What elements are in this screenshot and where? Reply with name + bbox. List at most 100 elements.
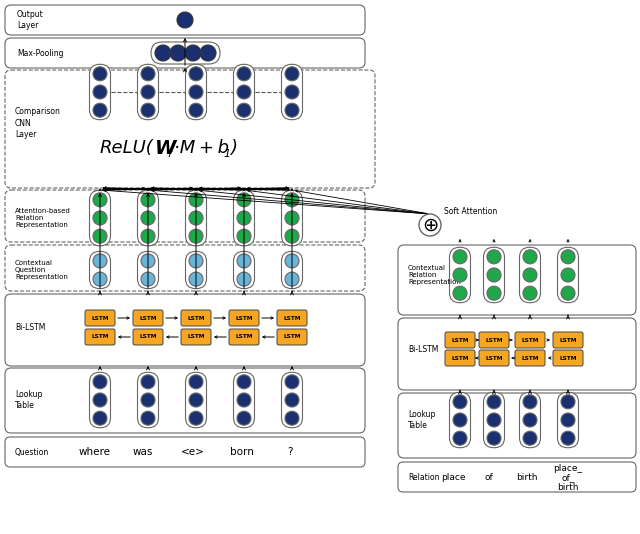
Text: LSTM: LSTM	[236, 334, 253, 340]
Circle shape	[189, 254, 203, 268]
Circle shape	[189, 103, 203, 117]
Circle shape	[453, 395, 467, 409]
FancyBboxPatch shape	[483, 247, 504, 303]
Text: Bi-LSTM: Bi-LSTM	[408, 344, 438, 354]
Circle shape	[237, 254, 251, 268]
FancyBboxPatch shape	[138, 64, 159, 120]
Text: born: born	[230, 447, 254, 457]
Circle shape	[487, 268, 501, 282]
Text: LSTM: LSTM	[92, 334, 109, 340]
Text: LSTM: LSTM	[140, 316, 157, 320]
FancyBboxPatch shape	[5, 245, 365, 291]
Circle shape	[189, 393, 203, 407]
FancyBboxPatch shape	[181, 310, 211, 326]
FancyBboxPatch shape	[483, 392, 504, 447]
Text: LSTM: LSTM	[92, 316, 109, 320]
FancyBboxPatch shape	[5, 38, 365, 68]
Circle shape	[93, 85, 107, 99]
Text: W: W	[155, 138, 177, 158]
FancyBboxPatch shape	[398, 245, 636, 315]
Text: of: of	[484, 474, 493, 483]
Text: Attention-based
Relation
Representation: Attention-based Relation Representation	[15, 208, 71, 228]
Circle shape	[487, 413, 501, 427]
FancyBboxPatch shape	[151, 42, 220, 64]
FancyBboxPatch shape	[520, 247, 541, 303]
Text: ?: ?	[287, 447, 292, 457]
Text: Comparison
CNN
Layer: Comparison CNN Layer	[15, 107, 61, 139]
Circle shape	[141, 193, 155, 207]
Circle shape	[237, 272, 251, 286]
Circle shape	[487, 431, 501, 445]
Circle shape	[189, 375, 203, 389]
Circle shape	[237, 229, 251, 243]
FancyBboxPatch shape	[398, 393, 636, 458]
FancyBboxPatch shape	[186, 252, 207, 288]
FancyBboxPatch shape	[229, 310, 259, 326]
FancyBboxPatch shape	[234, 372, 255, 428]
FancyBboxPatch shape	[234, 190, 255, 246]
Circle shape	[453, 286, 467, 300]
FancyBboxPatch shape	[282, 190, 303, 246]
Circle shape	[453, 413, 467, 427]
Circle shape	[285, 411, 299, 425]
Text: LSTM: LSTM	[485, 356, 503, 360]
Circle shape	[285, 254, 299, 268]
FancyBboxPatch shape	[515, 332, 545, 348]
FancyBboxPatch shape	[186, 190, 207, 246]
FancyBboxPatch shape	[553, 332, 583, 348]
Circle shape	[93, 103, 107, 117]
Circle shape	[453, 431, 467, 445]
Text: was: was	[133, 447, 153, 457]
Circle shape	[487, 250, 501, 264]
Text: ·M + b: ·M + b	[174, 139, 229, 157]
Text: Question: Question	[15, 447, 49, 457]
Circle shape	[523, 395, 537, 409]
FancyBboxPatch shape	[138, 372, 159, 428]
FancyBboxPatch shape	[277, 310, 307, 326]
Text: Relation: Relation	[408, 473, 440, 482]
FancyBboxPatch shape	[90, 372, 111, 428]
Text: LSTM: LSTM	[188, 334, 205, 340]
Text: ReLU(: ReLU(	[100, 139, 154, 157]
Circle shape	[285, 67, 299, 81]
Circle shape	[155, 45, 171, 61]
Circle shape	[93, 67, 107, 81]
Text: LSTM: LSTM	[559, 356, 577, 360]
FancyBboxPatch shape	[520, 392, 541, 447]
Circle shape	[237, 103, 251, 117]
FancyBboxPatch shape	[186, 64, 207, 120]
Circle shape	[141, 393, 155, 407]
Circle shape	[561, 268, 575, 282]
Circle shape	[93, 272, 107, 286]
Circle shape	[285, 193, 299, 207]
Circle shape	[237, 193, 251, 207]
Text: LSTM: LSTM	[140, 334, 157, 340]
Circle shape	[93, 411, 107, 425]
Circle shape	[285, 272, 299, 286]
Text: 1: 1	[223, 149, 230, 159]
FancyBboxPatch shape	[138, 190, 159, 246]
Circle shape	[561, 286, 575, 300]
Circle shape	[285, 393, 299, 407]
Circle shape	[177, 12, 193, 28]
FancyBboxPatch shape	[90, 190, 111, 246]
Circle shape	[189, 272, 203, 286]
FancyBboxPatch shape	[282, 252, 303, 288]
Circle shape	[141, 211, 155, 225]
Circle shape	[170, 45, 186, 61]
FancyBboxPatch shape	[557, 247, 579, 303]
Text: Lookup
Table: Lookup Table	[15, 390, 42, 410]
Circle shape	[185, 45, 201, 61]
Circle shape	[141, 229, 155, 243]
Circle shape	[453, 250, 467, 264]
Text: <e>: <e>	[181, 447, 205, 457]
Circle shape	[285, 211, 299, 225]
Text: LSTM: LSTM	[485, 337, 503, 342]
FancyBboxPatch shape	[133, 310, 163, 326]
Circle shape	[93, 254, 107, 268]
Text: LSTM: LSTM	[284, 316, 301, 320]
Circle shape	[487, 286, 501, 300]
Circle shape	[561, 395, 575, 409]
FancyBboxPatch shape	[90, 252, 111, 288]
FancyBboxPatch shape	[282, 64, 303, 120]
